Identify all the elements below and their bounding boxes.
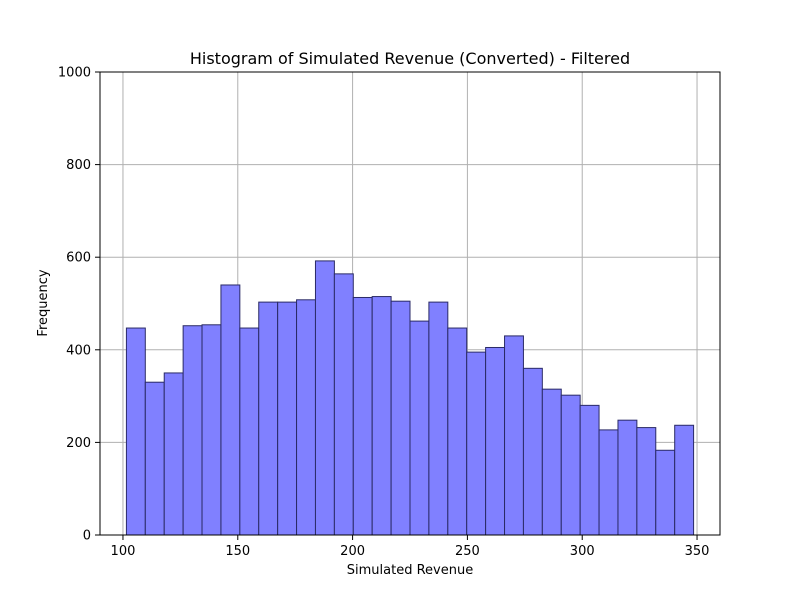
histogram-bar bbox=[182, 325, 203, 536]
histogram-bar bbox=[314, 260, 335, 536]
x-axis-label: Simulated Revenue bbox=[347, 563, 473, 578]
y-tick-label: 0 bbox=[83, 529, 91, 544]
histogram-bar bbox=[655, 449, 676, 536]
histogram-bar bbox=[239, 327, 260, 536]
histogram-bar bbox=[522, 367, 543, 536]
histogram-bar bbox=[333, 273, 354, 536]
x-tick-label: 150 bbox=[225, 544, 250, 559]
histogram-bar bbox=[485, 346, 506, 536]
histogram-bar bbox=[560, 394, 581, 536]
histogram-bars bbox=[125, 260, 695, 536]
histogram-bar bbox=[617, 419, 638, 536]
histogram-bar bbox=[466, 351, 487, 536]
x-tick-label: 250 bbox=[455, 544, 480, 559]
histogram-bar bbox=[144, 381, 165, 536]
histogram-bar bbox=[296, 299, 316, 536]
histogram-bar bbox=[409, 320, 430, 536]
chart-title: Histogram of Simulated Revenue (Converte… bbox=[190, 49, 630, 68]
histogram-bar bbox=[636, 427, 657, 536]
histogram-bar bbox=[277, 301, 298, 536]
tick-labels: 100 150 200 250 300 350 0 200 400 600 800 1000 bbox=[58, 66, 710, 560]
x-tick-label: 200 bbox=[340, 544, 365, 559]
x-tick-label: 100 bbox=[111, 544, 136, 559]
histogram-bar bbox=[258, 301, 279, 536]
x-tick-label: 300 bbox=[570, 544, 595, 559]
histogram-bar bbox=[447, 327, 468, 536]
histogram-bar bbox=[371, 296, 392, 536]
x-tick-label: 350 bbox=[685, 544, 710, 559]
histogram-bar bbox=[125, 327, 146, 536]
histogram-bar bbox=[598, 429, 619, 536]
histogram-bar bbox=[674, 424, 695, 536]
y-tick-label: 200 bbox=[66, 436, 91, 451]
histogram-bar bbox=[220, 284, 241, 536]
histogram-bar bbox=[201, 324, 222, 536]
histogram-bar bbox=[579, 404, 600, 536]
y-tick-label: 600 bbox=[66, 251, 91, 266]
y-tick-label: 1000 bbox=[58, 66, 91, 81]
histogram-bar bbox=[504, 335, 524, 536]
histogram-bar bbox=[541, 388, 562, 536]
y-tick-label: 400 bbox=[66, 343, 91, 358]
histogram-bar bbox=[163, 372, 184, 536]
plot-frame bbox=[99, 71, 721, 536]
axes bbox=[99, 71, 721, 536]
y-axis-label: Frequency bbox=[36, 269, 51, 336]
histogram-bar bbox=[428, 301, 449, 536]
y-tick-label: 800 bbox=[66, 158, 91, 173]
histogram-bar bbox=[352, 296, 373, 536]
histogram-bar bbox=[390, 300, 411, 536]
